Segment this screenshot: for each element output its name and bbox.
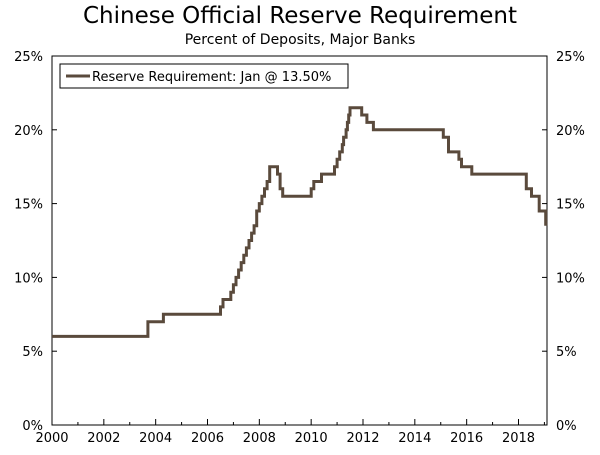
x-tick-label: 2002 (87, 431, 120, 446)
x-tick-label: 2000 (35, 431, 68, 446)
x-tick-label: 2010 (295, 431, 328, 446)
plot-frame (51, 55, 548, 426)
y-tick-label-left: 15% (14, 198, 43, 213)
x-tick-label: 2006 (191, 431, 224, 446)
y-tick-label-right: 15% (556, 198, 585, 213)
x-axis: 2000 2002 2004 2006 2008 2010 2012 2014 2016 2018 (35, 419, 545, 446)
y-tick-label-right: 20% (556, 124, 585, 139)
y-tick-label-left: 5% (22, 345, 43, 360)
x-tick-label: 2004 (139, 431, 172, 446)
legend-box (59, 63, 349, 89)
y-tick-label-left: 25% (14, 50, 43, 65)
x-tick-label: 2016 (450, 431, 483, 446)
chart-subtitle: Percent of Deposits, Major Banks (184, 32, 416, 48)
y-tick-label-right: 10% (556, 271, 585, 286)
x-tick-label: 2018 (502, 431, 535, 446)
x-tick-label: 2008 (243, 431, 276, 446)
series-line-reserve-requirement (52, 106, 548, 338)
x-tick-label: 2012 (346, 431, 379, 446)
y-tick-label-right: 0% (556, 419, 577, 434)
y-tick-label-right: 5% (556, 345, 577, 360)
y-axis-left: 0% 5% 10% 15% 20% 25% (14, 50, 57, 434)
x-tick-label: 2014 (398, 431, 431, 446)
legend-label: Reserve Requirement: Jan @ 13.50% (92, 70, 331, 85)
y-axis-right: 0% 5% 10% 15% 20% 25% (542, 50, 585, 434)
y-tick-label-right: 25% (556, 50, 585, 65)
legend: Reserve Requirement: Jan @ 13.50% (59, 63, 349, 89)
y-tick-label-left: 20% (14, 124, 43, 139)
chart-title: Chinese Official Reserve Requirement (82, 3, 518, 29)
y-tick-label-left: 10% (14, 271, 43, 286)
y-tick-label-left: 0% (22, 419, 43, 434)
